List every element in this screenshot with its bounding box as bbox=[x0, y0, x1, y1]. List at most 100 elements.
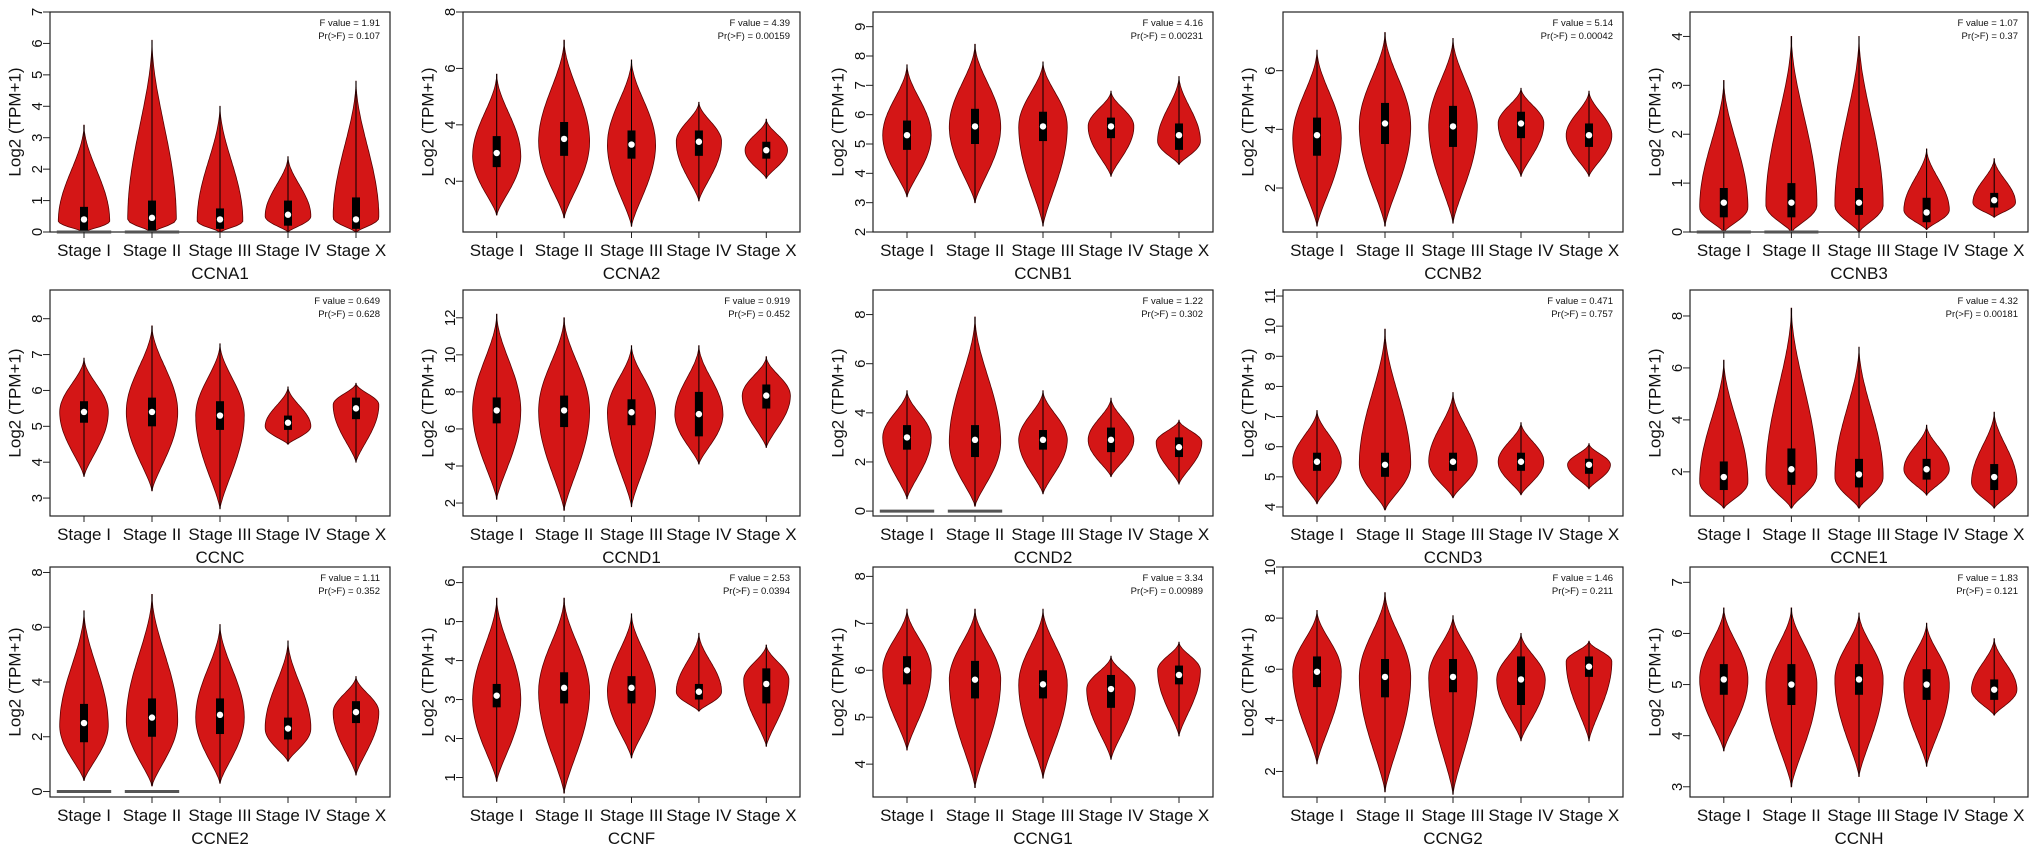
y-tick-label: 4 bbox=[1669, 416, 1686, 424]
y-axis-label: Log2 (TPM+1) bbox=[418, 348, 437, 457]
panel-ccnh: 3 4 5 6 7 Log2 (TPM+1) F value = 1.83 Pr(>F) = … bbox=[1645, 566, 2029, 848]
x-tick-label: Stage II bbox=[535, 525, 594, 544]
y-axis-label: Log2 (TPM+1) bbox=[5, 67, 24, 176]
x-tick-label: Stage IV bbox=[1488, 806, 1554, 825]
x-tick-label: Stage II bbox=[1356, 241, 1415, 260]
y-tick-label: 4 bbox=[442, 462, 459, 470]
x-tick-label: Stage II bbox=[535, 241, 594, 260]
median-point bbox=[1175, 671, 1183, 679]
panel-ccng1: 4 5 6 7 8 Log2 (TPM+1) F value = 3.34 Pr(>F) = … bbox=[828, 566, 1214, 848]
x-tick-label: Stage I bbox=[57, 806, 111, 825]
median-point bbox=[1585, 663, 1593, 670]
gene-label: CCND1 bbox=[602, 548, 661, 567]
x-tick-label: Stage III bbox=[1011, 806, 1074, 825]
x-tick-label: Stage I bbox=[1697, 806, 1751, 825]
y-tick-label: 5 bbox=[852, 140, 869, 148]
y-tick-label: 8 bbox=[29, 315, 46, 323]
x-tick-label: Stage IV bbox=[255, 525, 321, 544]
x-tick-label: Stage X bbox=[326, 241, 387, 260]
panel-ccne1: 2 4 6 8 Log2 (TPM+1) F value = 4.32 Pr(>F) = 0… bbox=[1645, 289, 2029, 567]
f-value-label: F value = 1.11 bbox=[320, 573, 380, 584]
y-axis-label: Log2 (TPM+1) bbox=[418, 67, 437, 176]
gene-label: CCNH bbox=[1834, 829, 1883, 848]
y-tick-label: 3 bbox=[29, 494, 46, 502]
x-tick-label: Stage IV bbox=[666, 806, 732, 825]
x-tick-label: Stage X bbox=[736, 525, 797, 544]
y-tick-label: 4 bbox=[852, 409, 869, 417]
x-tick-label: Stage IV bbox=[1078, 525, 1144, 544]
median-point bbox=[1449, 458, 1457, 465]
y-tick-label: 0 bbox=[852, 507, 869, 515]
x-tick-label: Stage III bbox=[1421, 525, 1484, 544]
median-point bbox=[1585, 461, 1593, 468]
median-point bbox=[971, 676, 979, 683]
median-point bbox=[284, 211, 292, 218]
median-point bbox=[1107, 685, 1115, 693]
x-tick-label: Stage III bbox=[1011, 241, 1074, 260]
y-tick-label: 10 bbox=[1262, 318, 1279, 335]
f-value-label: F value = 1.22 bbox=[1143, 296, 1203, 307]
median-point bbox=[1381, 461, 1389, 468]
y-tick-label: 8 bbox=[442, 388, 459, 396]
median-point bbox=[1039, 681, 1047, 688]
x-tick-label: Stage I bbox=[880, 525, 934, 544]
gene-label: CCND2 bbox=[1014, 548, 1073, 567]
median-point bbox=[903, 132, 911, 139]
gene-label: CCNB3 bbox=[1830, 264, 1888, 283]
median-point bbox=[1720, 676, 1728, 683]
y-tick-label: 3 bbox=[1669, 81, 1686, 89]
p-value-label: Pr(>F) = 0.00181 bbox=[1946, 309, 2018, 320]
median-point bbox=[1039, 123, 1047, 130]
median-point bbox=[1991, 473, 1998, 481]
y-tick-label: 2 bbox=[29, 165, 46, 173]
median-point bbox=[971, 436, 979, 444]
median-point bbox=[560, 135, 568, 143]
f-value-label: F value = 5.14 bbox=[1553, 18, 1613, 29]
x-tick-label: Stage III bbox=[1421, 241, 1484, 260]
x-tick-label: Stage X bbox=[1964, 806, 2025, 825]
median-point bbox=[352, 216, 360, 223]
y-tick-label: 7 bbox=[29, 350, 46, 358]
p-value-label: Pr(>F) = 0.121 bbox=[1956, 586, 2018, 597]
x-tick-label: Stage X bbox=[736, 241, 797, 260]
x-tick-label: Stage I bbox=[1290, 806, 1344, 825]
x-tick-label: Stage I bbox=[1290, 525, 1344, 544]
y-axis-label: Log2 (TPM+1) bbox=[1238, 67, 1257, 176]
y-tick-label: 2 bbox=[1669, 468, 1686, 476]
gene-label: CCNA1 bbox=[191, 264, 249, 283]
y-axis-label: Log2 (TPM+1) bbox=[5, 627, 24, 736]
x-tick-label: Stage II bbox=[946, 806, 1005, 825]
y-tick-label: 2 bbox=[852, 228, 869, 236]
median-point bbox=[560, 407, 568, 414]
y-tick-label: 8 bbox=[29, 568, 46, 576]
f-value-label: F value = 4.39 bbox=[730, 18, 790, 29]
median-point bbox=[148, 714, 156, 721]
y-tick-label: 4 bbox=[29, 458, 46, 466]
median-point bbox=[352, 708, 360, 716]
median-point bbox=[1449, 673, 1457, 681]
y-tick-label: 5 bbox=[29, 422, 46, 430]
x-tick-label: Stage I bbox=[1697, 525, 1751, 544]
median-point bbox=[284, 725, 292, 732]
y-tick-label: 4 bbox=[852, 760, 869, 768]
x-tick-label: Stage IV bbox=[1894, 806, 1960, 825]
x-tick-label: Stage I bbox=[470, 806, 524, 825]
median-point bbox=[1039, 436, 1047, 444]
p-value-label: Pr(>F) = 0.00231 bbox=[1131, 31, 1203, 42]
y-tick-label: 4 bbox=[29, 678, 46, 686]
y-tick-label: 4 bbox=[1262, 503, 1279, 511]
x-tick-label: Stage IV bbox=[666, 525, 732, 544]
gene-label: CCNG2 bbox=[1423, 829, 1483, 848]
median-point bbox=[1991, 197, 1998, 204]
x-tick-label: Stage III bbox=[600, 525, 663, 544]
y-tick-label: 9 bbox=[1262, 352, 1279, 360]
x-tick-label: Stage X bbox=[1559, 241, 1620, 260]
y-tick-label: 7 bbox=[852, 619, 869, 627]
median-point bbox=[1381, 120, 1389, 127]
x-tick-label: Stage I bbox=[1290, 241, 1344, 260]
y-tick-label: 6 bbox=[1262, 443, 1279, 451]
y-tick-label: 1 bbox=[1669, 179, 1686, 187]
y-tick-label: 0 bbox=[29, 787, 46, 795]
iqr-box bbox=[352, 197, 360, 229]
y-tick-label: 2 bbox=[1669, 130, 1686, 138]
